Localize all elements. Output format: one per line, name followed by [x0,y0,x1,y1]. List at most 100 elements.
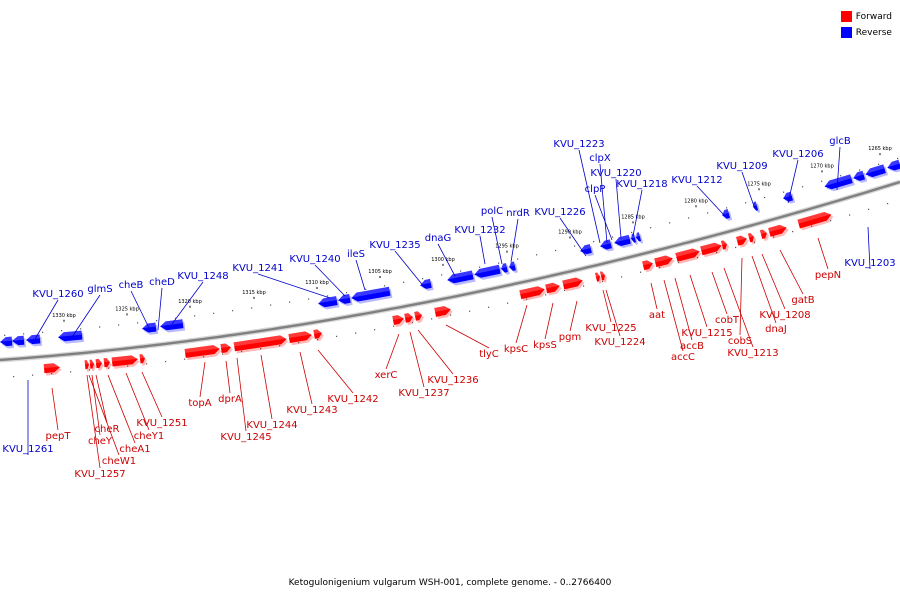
guide-dot [669,222,671,224]
forward-gene-label: KVU_1215 [681,328,732,339]
reverse-label-leader [599,163,608,244]
guide-dot [403,281,405,283]
guide-dot [422,278,424,280]
forward-gene-label: cobT [715,315,740,326]
guide-dot [792,231,794,233]
guide-dot [194,315,196,317]
forward-gene-arrow [220,343,233,356]
reverse-gene-arrow [630,233,639,245]
guide-dot [384,285,386,287]
forward-gene-label: cheY [88,436,113,447]
forward-label-leader [88,374,120,456]
legend-label-forward: Forward [855,11,892,22]
guide-dot [327,295,329,297]
forward-label-leader [602,289,612,323]
guide-dot [498,262,500,264]
forward-gene-label: xerC [375,370,398,381]
guide-dot [13,376,15,378]
guide-dot [593,241,595,243]
reverse-gene-arrow [508,261,518,274]
guide-dot [887,202,889,205]
reverse-label-leader [34,299,59,340]
forward-gene-arrow [545,282,562,296]
forward-gene-label: KVU_1243 [286,405,337,416]
guide-dot [764,196,766,199]
forward-gene-label: KVU_1208 [759,310,810,321]
reverse-gene-label: dnaG [425,233,452,244]
guide-dot [203,356,205,358]
forward-gene-arrow [600,271,607,283]
reverse-gene-arrow [853,170,868,183]
forward-gene-label: KVU_1213 [727,348,778,359]
guide-dot [241,350,243,352]
legend-item-reverse: Reverse [840,25,892,40]
scale-tick-label: 1280 kbp [684,198,708,204]
forward-gene-arrow [233,335,289,354]
forward-gene-label: pepT [46,431,72,442]
forward-gene-arrow [392,315,406,328]
guide-dot [469,310,471,312]
reverse-label-leader [491,216,503,265]
forward-gene-arrow [404,313,415,325]
legend-item-forward: Forward [840,9,892,24]
reverse-label-leader [632,189,643,237]
guide-dot [336,335,338,337]
guide-dot [735,246,737,249]
guide-dot [260,347,262,350]
guide-dot [517,258,519,260]
forward-label-leader [236,357,247,432]
guide-dot [127,365,129,367]
guide-dot [602,280,604,283]
forward-label-leader [751,255,777,324]
forward-gene-arrow [111,355,140,369]
reverse-label-leader [836,146,841,191]
reverse-gene-arrow [887,159,900,173]
scale-tick-label: 1315 kbp [242,290,266,296]
forward-label-leader [51,387,59,431]
forward-gene-arrow [184,345,222,361]
reverse-label-leader [787,159,799,204]
forward-gene-arrow [139,354,147,366]
reverse-label-leader [437,243,456,277]
forward-gene-label: kpsS [533,340,557,351]
reverse-label-leader [479,235,486,265]
reverse-label-leader [615,178,622,239]
reverse-swatch [840,27,852,38]
reverse-gene-arrow [420,278,434,291]
reverse-gene-label: KVU_1220 [590,168,641,179]
guide-dot [270,304,272,306]
reverse-label-leader [257,273,331,299]
forward-gene-arrow [747,233,757,245]
forward-gene-label: KVU_1224 [594,337,645,348]
guide-dot [441,274,443,276]
scale-tick-label: 1270 kbp [810,163,834,169]
guide-dot [536,254,538,256]
guide-dot [849,214,851,216]
forward-gene-arrow [519,286,547,302]
forward-label-leader [779,249,804,295]
forward-gene-label: cheR [95,424,120,435]
forward-gene-label: accB [680,341,704,352]
reverse-label-leader [130,290,151,331]
reverse-gene-label: KVU_1203 [844,258,895,269]
forward-swatch [840,11,852,22]
forward-label-leader [299,351,313,405]
guide-dot [61,330,63,332]
guide-dot [374,329,376,331]
guide-dot [745,202,747,204]
forward-gene-arrow [654,255,675,270]
forward-label-leader [739,257,743,336]
guide-dot [821,180,823,182]
reverse-gene-label: KVU_1232 [454,225,505,236]
reverse-label-leader [594,194,613,241]
forward-gene-label: KVU_1244 [246,420,297,431]
reverse-label-leader [157,287,163,331]
guide-dot [298,342,300,344]
reverse-gene-label: clpX [589,153,611,164]
guide-dot [859,169,861,171]
guide-dot [840,175,842,177]
forward-gene-label: cheY1 [134,431,164,442]
reverse-gene-label: ileS [347,249,365,260]
forward-label-leader [225,360,231,394]
